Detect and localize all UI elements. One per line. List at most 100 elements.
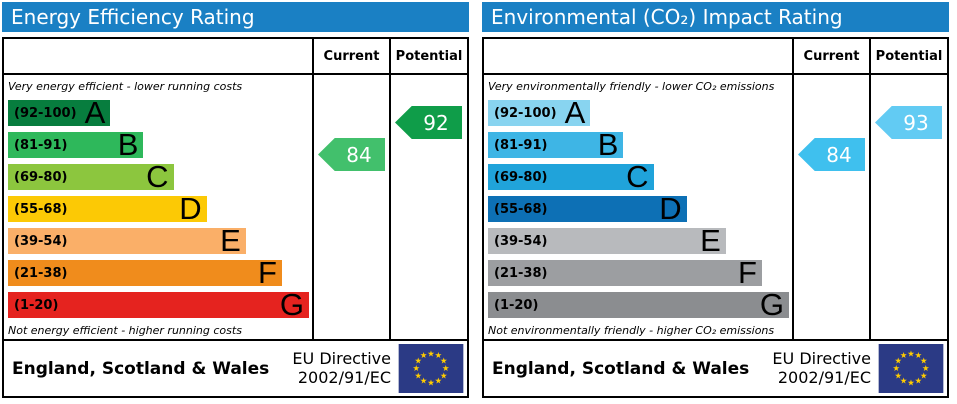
- table-header-row: Current Potential: [484, 39, 947, 75]
- band-letter: A: [84, 95, 106, 130]
- band-range: (81-91): [494, 137, 548, 153]
- svg-text:★: ★: [435, 350, 442, 360]
- current-rating-arrow: 84: [318, 138, 385, 171]
- eu-flag-stars: ★ ★ ★★ ★★ ★★ ★★ ★★: [413, 348, 450, 387]
- band-row: (21-38) F: [8, 257, 309, 288]
- table-header-row: Current Potential: [4, 39, 467, 75]
- svg-text:★: ★: [915, 376, 922, 386]
- eu-flag-icon: ★ ★ ★★ ★★ ★★ ★★ ★★: [398, 344, 464, 393]
- svg-text:★: ★: [907, 348, 914, 358]
- band-range: (81-91): [14, 137, 68, 153]
- svg-text:★: ★: [435, 376, 442, 386]
- rating-scale: Very environmentally friendly - lower CO…: [484, 75, 792, 339]
- band-range: (92-100): [494, 105, 557, 121]
- band-letter: D: [659, 191, 682, 226]
- current-column-header: Current: [792, 39, 869, 73]
- band-bar-e: (39-54) E: [8, 225, 246, 256]
- band-row: (92-100) A: [488, 95, 789, 130]
- svg-text:★: ★: [900, 376, 907, 386]
- header-spacer: [4, 39, 312, 73]
- table-footer: England, Scotland & Wales EU Directive 2…: [4, 339, 467, 396]
- region-label: England, Scotland & Wales: [492, 358, 750, 379]
- eu-directive-line2: 2002/91/EC: [777, 367, 871, 387]
- band-range: (55-68): [14, 201, 68, 217]
- band-range: (69-80): [14, 169, 68, 185]
- current-column-header: Current: [312, 39, 389, 73]
- potential-rating-arrow: 92: [395, 106, 462, 139]
- svg-text:★: ★: [920, 356, 927, 366]
- svg-text:★: ★: [915, 350, 922, 360]
- eu-directive-label: EU Directive 2002/91/EC: [292, 348, 398, 388]
- band-range: (1-20): [14, 297, 59, 313]
- potential-column-header: Potential: [869, 39, 947, 73]
- band-letter: G: [759, 287, 784, 322]
- eu-flag-bg: [878, 344, 944, 393]
- band-range: (39-54): [494, 233, 548, 249]
- potential-column: 93: [869, 75, 947, 339]
- band-letter: C: [626, 159, 649, 194]
- svg-text:★: ★: [440, 370, 447, 380]
- band-bar-c: (69-80) C: [488, 159, 654, 194]
- band-letter: A: [564, 95, 586, 130]
- band-bar-b: (81-91) B: [488, 127, 624, 162]
- band-letter: G: [279, 287, 304, 322]
- potential-column: 92: [389, 75, 467, 339]
- top-note: Very energy efficient - lower running co…: [8, 80, 243, 93]
- table-body: Very environmentally friendly - lower CO…: [484, 75, 947, 339]
- eu-flag-stars: ★ ★ ★★ ★★ ★★ ★★ ★★: [893, 348, 930, 387]
- region-label: England, Scotland & Wales: [12, 358, 270, 379]
- eu-directive-line1: EU Directive: [292, 348, 391, 368]
- band-row: (69-80) C: [8, 159, 309, 194]
- band-bar-e: (39-54) E: [488, 223, 726, 258]
- band-row: (1-20) G: [488, 287, 789, 322]
- band-letter: E: [700, 223, 721, 258]
- band-row: (39-54) E: [488, 223, 789, 258]
- environmental-impact-panel: Environmental (CO₂) Impact Rating Curren…: [482, 2, 949, 398]
- band-range: (1-20): [494, 297, 539, 313]
- panel-title: Energy Efficiency Rating: [2, 2, 469, 32]
- band-bar-d: (55-68) D: [8, 191, 207, 226]
- svg-text:★: ★: [900, 350, 907, 360]
- band-bar-a: (92-100) A: [8, 95, 111, 130]
- band-range: (39-54): [14, 233, 68, 249]
- band-letter: B: [117, 127, 139, 162]
- eu-flag-icon: ★ ★ ★★ ★★ ★★ ★★ ★★: [878, 344, 944, 393]
- svg-text:★: ★: [427, 378, 434, 388]
- energy-efficiency-panel: Energy Efficiency Rating Current Potenti…: [2, 2, 469, 398]
- svg-text:★: ★: [427, 348, 434, 358]
- rating-table: Current Potential Very environmentally f…: [482, 37, 949, 398]
- current-column: 84: [792, 75, 869, 339]
- band-letter: C: [146, 159, 169, 194]
- table-footer: England, Scotland & Wales EU Directive 2…: [484, 339, 947, 396]
- band-range: (21-38): [14, 265, 68, 281]
- band-bar-f: (21-38) F: [8, 257, 282, 288]
- band-bar-g: (1-20) G: [8, 287, 309, 322]
- rating-scale: Very energy efficient - lower running co…: [4, 75, 312, 339]
- svg-text:★: ★: [895, 356, 902, 366]
- band-letter: D: [179, 191, 202, 226]
- rating-table: Current Potential Very energy efficient …: [2, 37, 469, 398]
- band-range: (69-80): [494, 169, 548, 185]
- bottom-note: Not environmentally friendly - higher CO…: [488, 324, 775, 337]
- band-row: (81-91) B: [488, 127, 789, 162]
- table-body: Very energy efficient - lower running co…: [4, 75, 467, 339]
- band-bar-c: (69-80) C: [8, 159, 174, 194]
- svg-text:★: ★: [420, 350, 427, 360]
- svg-text:★: ★: [442, 363, 449, 373]
- bottom-note: Not energy efficient - higher running co…: [8, 324, 242, 337]
- eu-directive-label: EU Directive 2002/91/EC: [772, 349, 878, 388]
- potential-rating-arrow: 93: [875, 106, 942, 139]
- svg-text:★: ★: [420, 376, 427, 386]
- band-range: (55-68): [494, 201, 548, 217]
- band-row: (21-38) F: [488, 257, 789, 288]
- panel-title: Environmental (CO₂) Impact Rating: [482, 2, 949, 32]
- svg-text:★: ★: [895, 370, 902, 380]
- band-bar-g: (1-20) G: [488, 287, 789, 322]
- band-letter: B: [597, 127, 619, 162]
- top-note: Very environmentally friendly - lower CO…: [488, 80, 775, 93]
- band-row: (55-68) D: [8, 191, 309, 226]
- band-row: (55-68) D: [488, 191, 789, 226]
- svg-text:★: ★: [415, 370, 422, 380]
- band-row: (92-100) A: [8, 95, 309, 130]
